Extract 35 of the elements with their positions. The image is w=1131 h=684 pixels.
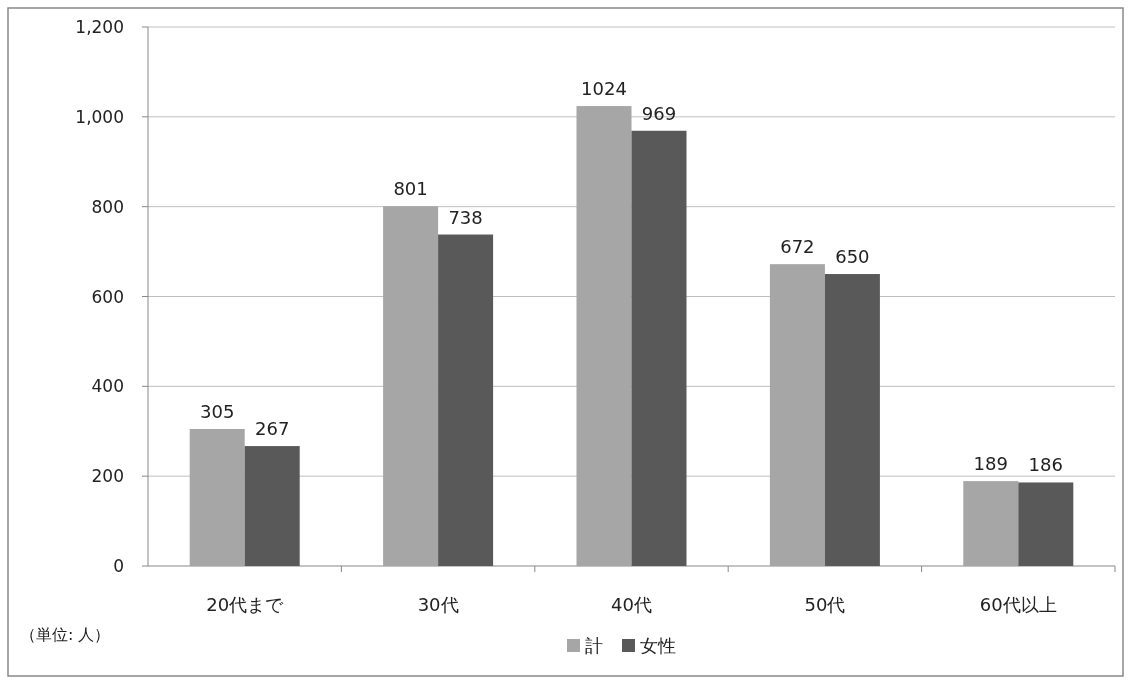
- x-tick-label: 40代: [611, 594, 652, 615]
- data-label: 186: [1028, 454, 1063, 476]
- bar: [1018, 482, 1074, 566]
- legend-label: 計: [585, 635, 603, 656]
- y-tick-label: 200: [91, 466, 124, 487]
- bar: [438, 234, 494, 566]
- data-label: 1024: [581, 78, 627, 100]
- bar: [189, 429, 245, 566]
- y-tick-label: 1,200: [75, 17, 124, 37]
- text: （単位: 人）: [20, 625, 111, 644]
- data-label: 672: [780, 236, 815, 258]
- data-label: 969: [641, 102, 677, 124]
- data-label: 267: [255, 418, 290, 440]
- y-tick-label: 400: [91, 376, 124, 397]
- x-tick-label: 60代以上: [979, 594, 1057, 615]
- data-label: 305: [200, 401, 235, 422]
- data-label: 738: [448, 206, 483, 228]
- y-tick-label: 800: [91, 196, 124, 217]
- legend-label: 女性: [640, 635, 676, 656]
- bar: [631, 130, 687, 566]
- data-label: 189: [973, 453, 1008, 475]
- data-label: 801: [393, 178, 428, 200]
- bar: [769, 264, 825, 566]
- y-tick-label: 0: [113, 556, 124, 576]
- y-tick-label: 600: [91, 286, 124, 307]
- x-tick-label: 30代: [417, 594, 459, 615]
- bar: [824, 274, 880, 566]
- bar: [963, 481, 1019, 566]
- bar: [576, 106, 632, 566]
- x-tick-label: 20代まで: [206, 594, 285, 615]
- y-tick-label: 1,000: [75, 106, 124, 127]
- data-label: 650: [835, 246, 870, 268]
- bar: [244, 446, 300, 566]
- x-tick-label: 50代: [804, 594, 846, 615]
- bar: [383, 206, 439, 566]
